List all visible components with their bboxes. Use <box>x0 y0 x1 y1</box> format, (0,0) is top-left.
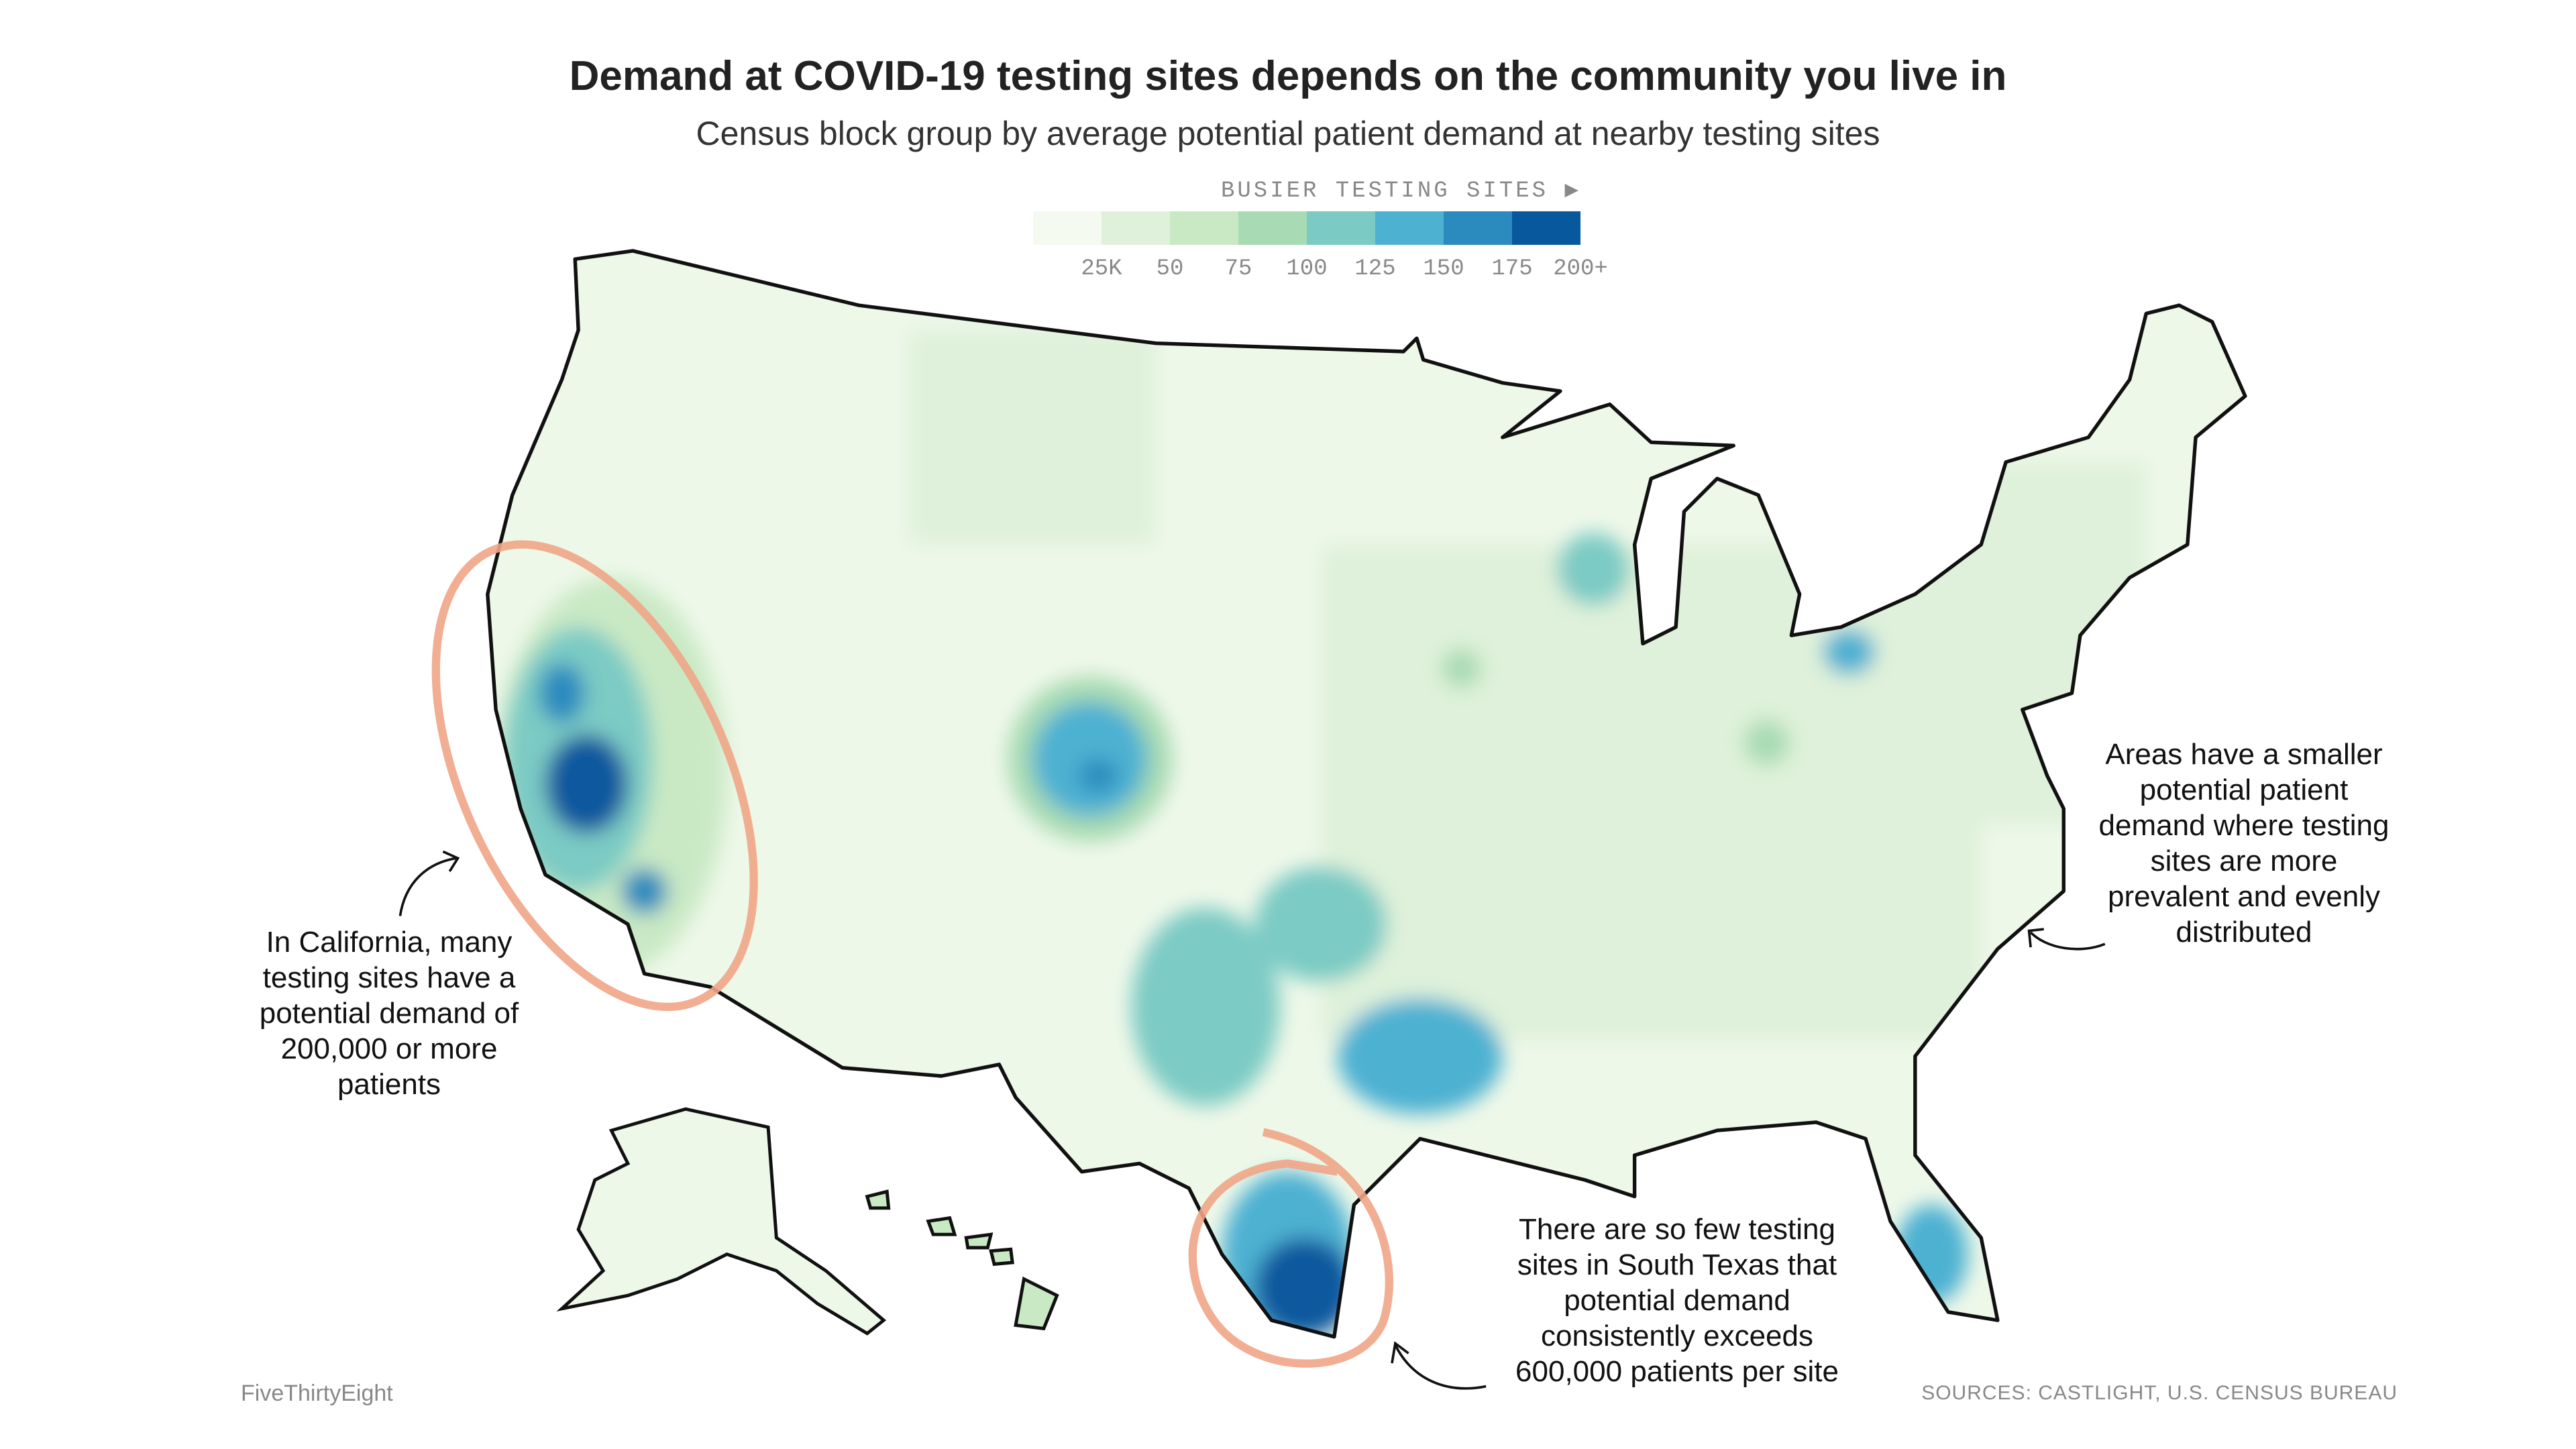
south-texas-arrow-icon <box>1391 1341 1487 1390</box>
california-highlight-circle <box>431 540 758 1012</box>
legend-swatch <box>1033 211 1102 245</box>
south-texas-highlight-circle <box>1188 1128 1393 1368</box>
legend-ticks: 25K 50 75 100 125 150 175 200+ <box>1033 256 1637 290</box>
east-arrow-icon <box>2027 928 2106 951</box>
legend-swatch <box>1375 211 1444 245</box>
legend-tick-label: 200+ <box>1553 256 1608 282</box>
contiguous-us <box>486 249 2247 1339</box>
california-arrow-icon <box>398 850 460 916</box>
chart-subtitle: Census block group by average potential … <box>696 115 1880 152</box>
legend-swatch <box>1170 211 1238 245</box>
legend-label: BUSIER TESTING SITES ▶ <box>1221 178 1581 204</box>
south-texas-annotation: There are so few testing sites in South … <box>1515 1213 1839 1388</box>
legend-tick-label: 175 <box>1491 256 1533 282</box>
legend-tick-label: 25K <box>1081 256 1122 282</box>
credit-logo-text: FiveThirtyEight <box>241 1381 393 1406</box>
legend-tick-label: 50 <box>1156 256 1184 282</box>
legend-tick-label: 150 <box>1423 256 1464 282</box>
legend-tick-label: 100 <box>1286 256 1328 282</box>
alaska <box>556 1107 887 1336</box>
legend-tick-label: 125 <box>1354 256 1396 282</box>
legend-tick-label: 75 <box>1224 256 1252 282</box>
legend-color-scale <box>1033 211 1580 245</box>
legend-swatch <box>1444 211 1512 245</box>
california-annotation: In California, many testing sites have a… <box>259 926 519 1101</box>
legend-swatch <box>1512 211 1580 245</box>
hawaii <box>865 1189 1059 1331</box>
demand-heat <box>496 330 2147 1337</box>
legend-swatch <box>1238 211 1307 245</box>
east-annotation: Areas have a smaller potential patient d… <box>2098 738 2390 949</box>
legend-swatch <box>1102 211 1170 245</box>
legend-swatch <box>1307 211 1375 245</box>
source-note: SOURCES: CASTLIGHT, U.S. CENSUS BUREAU <box>1921 1382 2398 1404</box>
chart-title: Demand at COVID-19 testing sites depends… <box>569 53 2007 99</box>
